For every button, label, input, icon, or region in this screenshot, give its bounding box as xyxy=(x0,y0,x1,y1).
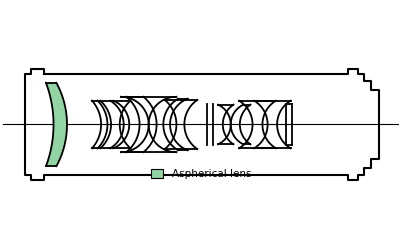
Polygon shape xyxy=(46,83,67,166)
Legend: Aspherical lens: Aspherical lens xyxy=(146,165,255,184)
